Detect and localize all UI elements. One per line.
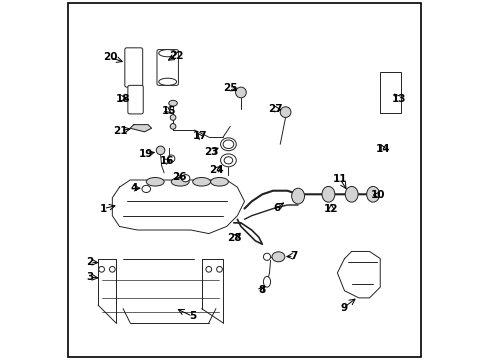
FancyBboxPatch shape bbox=[379, 72, 400, 113]
Ellipse shape bbox=[181, 175, 189, 182]
Ellipse shape bbox=[220, 138, 236, 151]
Text: 22: 22 bbox=[168, 51, 183, 61]
Text: 12: 12 bbox=[324, 203, 338, 213]
Text: 13: 13 bbox=[391, 94, 405, 104]
Ellipse shape bbox=[216, 266, 222, 272]
Text: 17: 17 bbox=[192, 131, 207, 141]
Text: 14: 14 bbox=[375, 144, 389, 154]
Text: 6: 6 bbox=[273, 203, 281, 212]
Ellipse shape bbox=[271, 252, 285, 262]
FancyBboxPatch shape bbox=[124, 48, 142, 87]
Text: 11: 11 bbox=[332, 174, 347, 184]
Ellipse shape bbox=[235, 87, 246, 98]
Text: 28: 28 bbox=[227, 233, 242, 243]
Ellipse shape bbox=[224, 157, 232, 164]
Text: 10: 10 bbox=[370, 190, 384, 200]
Ellipse shape bbox=[99, 266, 104, 272]
Text: 3: 3 bbox=[86, 272, 94, 282]
Text: 18: 18 bbox=[116, 94, 130, 104]
Text: 15: 15 bbox=[161, 106, 176, 116]
Ellipse shape bbox=[345, 186, 357, 202]
Ellipse shape bbox=[192, 177, 210, 186]
Ellipse shape bbox=[167, 155, 175, 162]
Text: 8: 8 bbox=[258, 285, 264, 295]
Text: 27: 27 bbox=[268, 104, 283, 114]
FancyBboxPatch shape bbox=[127, 85, 143, 114]
FancyBboxPatch shape bbox=[157, 50, 178, 85]
Polygon shape bbox=[130, 125, 151, 132]
Ellipse shape bbox=[205, 266, 211, 272]
Text: 25: 25 bbox=[223, 83, 237, 93]
Polygon shape bbox=[112, 180, 244, 234]
Ellipse shape bbox=[366, 186, 379, 202]
Ellipse shape bbox=[263, 276, 270, 287]
Ellipse shape bbox=[220, 154, 236, 167]
Text: 19: 19 bbox=[138, 149, 152, 159]
Text: 26: 26 bbox=[172, 172, 186, 182]
Ellipse shape bbox=[210, 177, 228, 186]
Ellipse shape bbox=[280, 107, 290, 117]
Ellipse shape bbox=[170, 114, 176, 120]
Ellipse shape bbox=[146, 177, 164, 186]
Ellipse shape bbox=[159, 78, 176, 85]
Ellipse shape bbox=[322, 186, 334, 202]
Text: 7: 7 bbox=[289, 251, 297, 261]
Text: 4: 4 bbox=[130, 183, 137, 193]
Ellipse shape bbox=[291, 188, 304, 204]
Ellipse shape bbox=[156, 146, 164, 155]
Ellipse shape bbox=[142, 185, 150, 193]
Ellipse shape bbox=[109, 266, 115, 272]
Text: 5: 5 bbox=[189, 311, 196, 321]
Ellipse shape bbox=[168, 100, 177, 106]
Ellipse shape bbox=[170, 123, 176, 129]
Text: 9: 9 bbox=[340, 302, 346, 312]
Text: 20: 20 bbox=[103, 53, 118, 63]
Text: 23: 23 bbox=[204, 147, 219, 157]
Text: 21: 21 bbox=[113, 126, 127, 136]
Ellipse shape bbox=[171, 177, 189, 186]
Polygon shape bbox=[337, 251, 380, 298]
Text: 24: 24 bbox=[209, 165, 224, 175]
Ellipse shape bbox=[223, 140, 233, 149]
Ellipse shape bbox=[159, 50, 176, 57]
Ellipse shape bbox=[263, 253, 270, 260]
Text: 2: 2 bbox=[86, 257, 94, 267]
Text: 1: 1 bbox=[100, 203, 107, 213]
Text: 16: 16 bbox=[160, 156, 174, 166]
